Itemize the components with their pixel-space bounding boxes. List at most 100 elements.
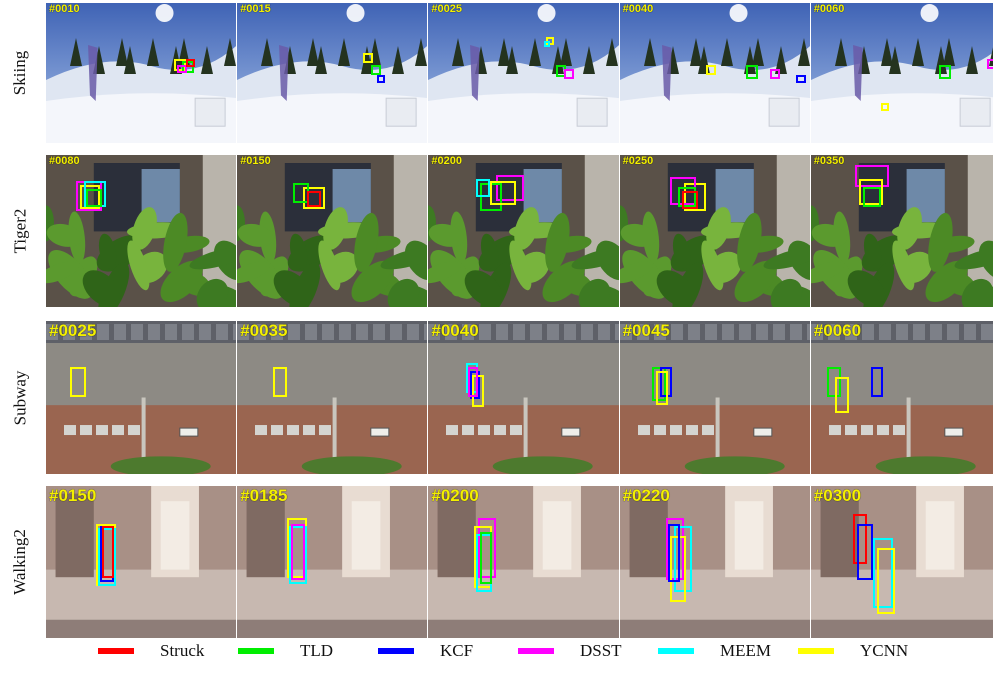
tracker-box-kcf [667, 524, 680, 582]
tracker-box-kcf [377, 75, 386, 83]
tracker-box-kcf [470, 371, 481, 399]
scene-image [428, 486, 619, 638]
legend-label-tld: TLD [300, 641, 334, 660]
legend-item-kcf: KCF [378, 641, 518, 661]
row-label-text: Tiger2 [10, 208, 29, 254]
tracker-box-meem [289, 526, 308, 584]
tracker-box-ycnn [303, 187, 326, 209]
tracker-box-dsst [769, 69, 780, 79]
legend-swatch-struck [98, 648, 134, 654]
tracker-box-tld [371, 65, 382, 75]
tracker-box-ycnn [876, 548, 895, 614]
tracker-box-kcf [870, 367, 883, 397]
frame-number: #0220 [622, 486, 670, 505]
frame-number: #0040 [431, 321, 479, 340]
tracker-box-kcf [795, 75, 806, 83]
tracker-box-tld [182, 61, 194, 73]
row-label-subway: Subway [0, 321, 40, 474]
row-label-text: Walking2 [10, 529, 29, 595]
tracker-box-ycnn [273, 367, 288, 397]
scene-image [619, 155, 810, 307]
frame-number: #0060 [813, 321, 862, 340]
frame-number: #0200 [431, 486, 479, 505]
frame-tiger2-4: #0250 [619, 155, 811, 307]
legend: Struck TLD KCF DSST MEEM YCNN [98, 638, 958, 664]
frame-tiger2-2: #0150 [237, 155, 429, 307]
frame-number: #0045 [622, 321, 670, 340]
tracker-box-struck [307, 191, 322, 207]
frame-number: #0080 [49, 155, 80, 167]
row-label-text: Skiing [10, 50, 29, 96]
tracker-box-tld [862, 187, 881, 207]
tracker-box-dsst [468, 367, 479, 397]
scene-image [428, 321, 619, 474]
frame-number: #0015 [240, 3, 271, 15]
frame-skiing-3: #0025 [428, 3, 620, 143]
frame-number: #0060 [813, 3, 845, 15]
tracker-box-struck [681, 191, 698, 209]
scene-image [46, 3, 237, 143]
frame-skiing-1: #0010 [46, 3, 238, 143]
scene-image [619, 3, 810, 143]
legend-swatch-tld [238, 648, 274, 654]
tracker-box-meem [476, 179, 491, 197]
tracker-box-dsst [478, 518, 497, 578]
frame-walking2-2: #0185 [237, 486, 429, 638]
tracker-box-dsst [177, 65, 187, 73]
scene-image [619, 321, 810, 474]
scene-image [46, 155, 237, 307]
tracker-box-kcf [856, 524, 873, 580]
tracker-box-dsst [564, 69, 575, 79]
tracker-box-meem [673, 526, 692, 592]
frame-subway-4: #0045 [619, 321, 811, 474]
scene-image [810, 321, 993, 474]
legend-item-tld: TLD [238, 641, 378, 661]
scene-image [237, 321, 428, 474]
tracker-box-dsst [986, 59, 993, 69]
legend-item-dsst: DSST [518, 641, 658, 661]
tracker-box-meem [98, 528, 116, 586]
tracker-box-dsst [854, 165, 889, 187]
frame-tiger2-1: #0080 [46, 155, 238, 307]
tracker-box-ycnn [834, 377, 849, 413]
frame-number: #0150 [49, 486, 97, 505]
tracker-box-meem [544, 41, 551, 47]
frame-subway-1: #0025 [46, 321, 238, 474]
scene-image [237, 3, 428, 143]
tracker-box-struck [102, 526, 114, 578]
row-label-skiing: Skiing [0, 3, 40, 143]
legend-swatch-ycnn [798, 648, 834, 654]
row-label-tiger2: Tiger2 [0, 155, 40, 307]
tracker-box-ycnn [705, 65, 716, 75]
tracker-box-ycnn [490, 181, 517, 205]
legend-swatch-dsst [518, 648, 554, 654]
tracker-box-tld [677, 187, 696, 207]
legend-label-struck: Struck [160, 641, 205, 660]
scene-image [237, 155, 428, 307]
scene-image [619, 486, 810, 638]
row-label-text: Subway [10, 370, 29, 425]
frame-number: #0010 [49, 3, 80, 15]
legend-swatch-meem [658, 648, 694, 654]
frame-tiger2-3: #0200 [428, 155, 620, 307]
scene-image [810, 155, 993, 307]
frame-subway-3: #0040 [428, 321, 620, 474]
legend-label-kcf: KCF [440, 641, 474, 660]
frame-walking2-5: #0300 [810, 486, 993, 638]
tracker-box-ycnn [858, 179, 883, 205]
scene-image [810, 486, 993, 638]
tracker-box-ycnn [80, 185, 100, 209]
scene-image [237, 486, 428, 638]
legend-label-meem: MEEM [720, 641, 771, 660]
scene-image [46, 321, 237, 474]
tracker-box-struck [186, 59, 195, 67]
tracker-box-tld [651, 367, 666, 401]
legend-item-struck: Struck [98, 641, 238, 661]
scene-image [428, 155, 619, 307]
frame-number: #0300 [813, 486, 862, 505]
tracker-box-dsst [291, 524, 306, 580]
tracker-box-meem [872, 538, 893, 608]
frame-walking2-4: #0220 [619, 486, 811, 638]
frame-number: #0035 [240, 321, 288, 340]
frame-number: #0150 [240, 155, 271, 167]
